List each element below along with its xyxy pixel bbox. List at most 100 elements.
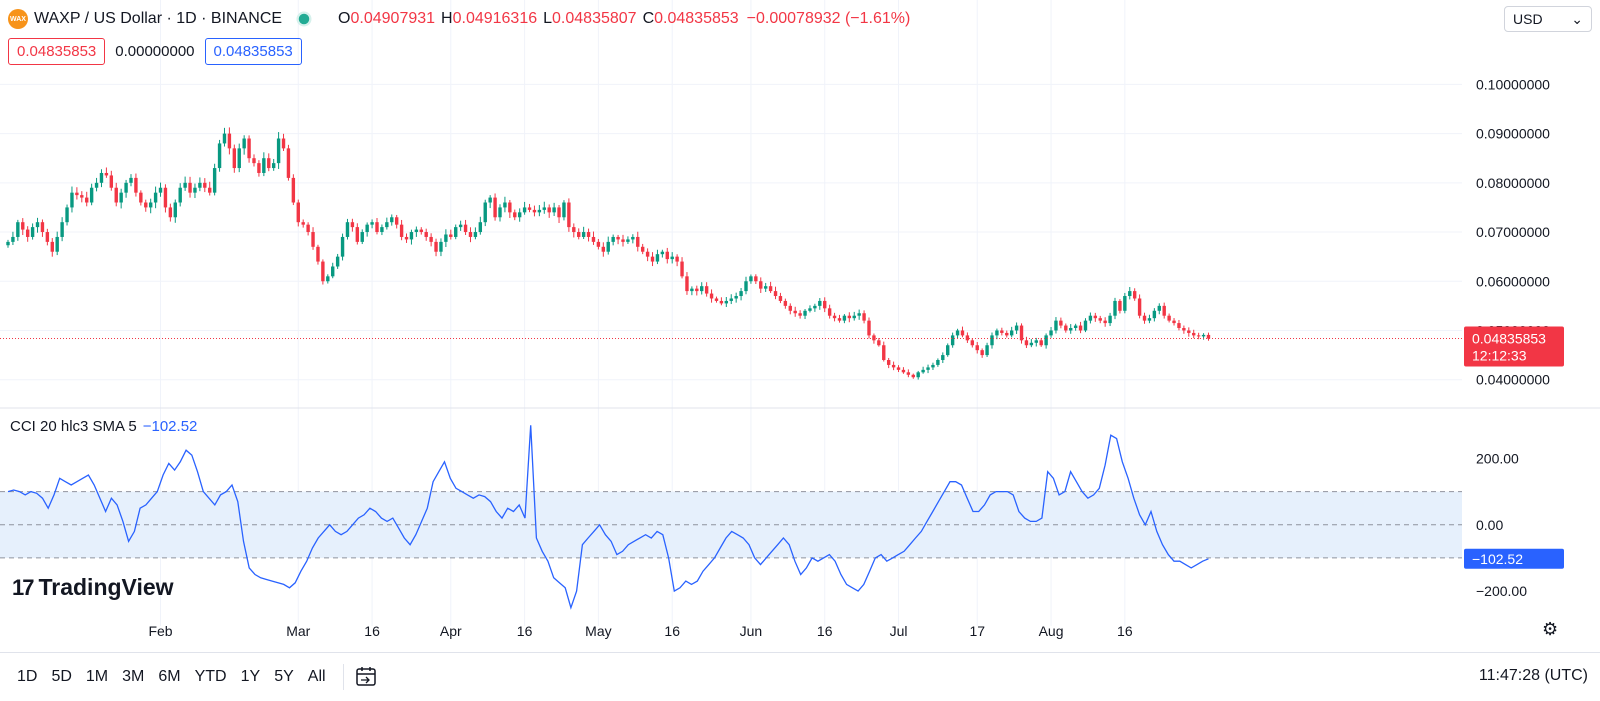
- candle-body: [1078, 325, 1083, 331]
- candle-body: [104, 172, 109, 176]
- candle-body: [404, 236, 409, 240]
- date-range-icon[interactable]: [354, 666, 378, 688]
- candle-body: [1039, 340, 1043, 346]
- cci-value-label-bg: [1464, 548, 1564, 569]
- candle-body: [394, 217, 399, 225]
- market-status-icon[interactable]: [296, 11, 312, 27]
- utc-clock[interactable]: 11:47:28 (UTC): [1478, 667, 1588, 684]
- range-6m[interactable]: 6M: [158, 668, 181, 685]
- candle-body: [188, 182, 192, 193]
- candle-body: [1029, 342, 1034, 346]
- currency-select[interactable]: USD ⌄: [1504, 6, 1592, 32]
- range-5d[interactable]: 5D: [51, 668, 72, 685]
- candle-body: [286, 148, 291, 178]
- price-tick-label: 0.10000000: [1476, 76, 1550, 92]
- candle-body: [493, 197, 497, 218]
- x-tick-label: 17: [969, 623, 985, 639]
- x-tick-label: 16: [664, 623, 680, 639]
- candle-body: [980, 350, 984, 356]
- candle-body: [778, 296, 783, 301]
- candle-body: [1005, 332, 1009, 336]
- open-label: O: [338, 10, 351, 27]
- range-3m[interactable]: 3M: [122, 668, 145, 685]
- gear-icon[interactable]: ⚙: [1542, 619, 1559, 639]
- cci-line-layer: [7, 425, 1209, 610]
- candle-body: [1137, 298, 1142, 316]
- candle-body: [537, 209, 542, 213]
- candle-body: [611, 236, 615, 242]
- range-5y[interactable]: 5Y: [274, 668, 294, 685]
- bid-value-box[interactable]: 0.04835853: [8, 38, 106, 65]
- candle-body: [311, 232, 315, 247]
- candle-body: [1192, 332, 1196, 336]
- candle-body: [168, 207, 173, 218]
- candle-body: [941, 355, 945, 361]
- candle-body: [1113, 300, 1117, 316]
- candle-body: [237, 148, 241, 169]
- candle-body: [896, 367, 901, 370]
- range-1d[interactable]: 1D: [17, 668, 38, 685]
- range-all[interactable]: All: [307, 668, 326, 685]
- candle-body: [547, 207, 551, 213]
- candle-body: [85, 197, 89, 203]
- candle-body: [562, 202, 566, 218]
- candle-body: [901, 369, 906, 373]
- range-1y[interactable]: 1Y: [240, 668, 261, 685]
- candle-body: [877, 340, 881, 346]
- tradingview-logo[interactable]: 17 TradingView: [12, 574, 174, 601]
- candle-body: [463, 224, 468, 233]
- candle-body: [1069, 328, 1073, 331]
- candle-body: [30, 227, 35, 237]
- candle-body: [724, 300, 729, 304]
- candle-body: [513, 212, 517, 218]
- candle-body: [759, 281, 763, 289]
- candle-body: [326, 276, 330, 282]
- candle-body: [852, 315, 856, 319]
- candle-body: [316, 246, 320, 262]
- candle-body: [1049, 330, 1053, 336]
- candle-body: [655, 254, 660, 262]
- cci-tick-label: −200.00: [1476, 583, 1527, 599]
- candle-body: [503, 202, 507, 208]
- open-value: 0.04907931: [350, 10, 436, 27]
- candle-body: [99, 172, 104, 183]
- candle-body: [882, 345, 886, 361]
- candle-body: [1073, 325, 1078, 329]
- candle-body: [350, 222, 355, 228]
- candle-body: [124, 182, 128, 193]
- candle-body: [271, 163, 276, 169]
- price-tick-label: 0.08000000: [1476, 175, 1550, 191]
- candle-body: [857, 313, 861, 316]
- candle-body: [148, 202, 153, 208]
- candle-body: [557, 207, 561, 218]
- symbol-title[interactable]: WAXP / US Dollar · 1D · BINANCE: [34, 10, 283, 27]
- candle-body: [946, 345, 950, 356]
- candle-body: [1054, 320, 1058, 331]
- close-label: C: [642, 10, 655, 27]
- candle-body: [55, 236, 59, 252]
- range-ytd[interactable]: YTD: [194, 668, 227, 685]
- price-chart-canvas[interactable]: Feb Mar 16 Apr 16 May 16 Jun 16 Jul 17 Aug 16 0.04000…: [0, 0, 1600, 652]
- candle-body: [606, 241, 610, 252]
- candle-body: [1132, 291, 1137, 299]
- ask-value-box[interactable]: 0.04835853: [204, 38, 302, 65]
- symbol-legend: WAX WAXP / US Dollar · 1D · BINANCE O 0.0…: [8, 8, 910, 30]
- candle-body: [198, 182, 202, 188]
- cci-legend: CCI 20 hlc3 SMA 5 −102.52: [10, 418, 197, 435]
- candle-body: [640, 246, 645, 252]
- candle-body: [449, 234, 453, 237]
- candle-body: [1201, 334, 1206, 337]
- brand-name: TradingView: [38, 574, 174, 600]
- candle-body: [763, 286, 768, 289]
- candle-body: [650, 256, 655, 262]
- range-1m[interactable]: 1M: [85, 668, 109, 685]
- candle-body: [591, 236, 596, 242]
- x-tick-label: May: [585, 623, 611, 639]
- candle-body: [581, 232, 586, 237]
- candle-body: [488, 197, 492, 203]
- spread-value: 0.00000000: [115, 43, 195, 60]
- candle-body: [247, 138, 251, 159]
- candle-body: [596, 241, 601, 247]
- candle-body: [355, 227, 360, 242]
- candle-body: [768, 286, 773, 292]
